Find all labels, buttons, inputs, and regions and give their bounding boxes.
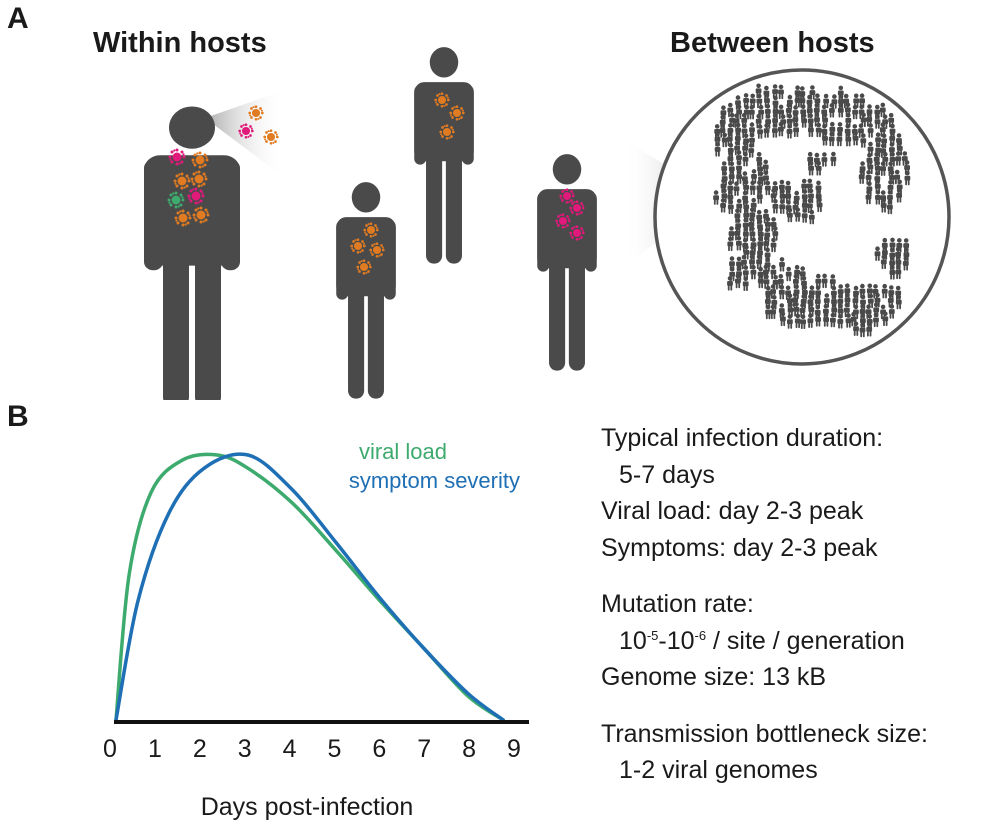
virus-icon — [238, 123, 254, 139]
virus-icon — [190, 170, 208, 188]
virus-icon — [439, 124, 455, 140]
x-tick-label: 3 — [238, 735, 252, 763]
mutation-label: Mutation rate: — [601, 590, 754, 618]
small-person-icon — [537, 154, 597, 371]
genome-size-fact: Genome size: 13 kB — [601, 663, 827, 691]
virus-icon — [449, 105, 465, 121]
virus-icon — [356, 259, 372, 275]
virus-icon — [569, 200, 585, 216]
x-tick-label: 7 — [417, 735, 431, 763]
virus-icon — [168, 148, 186, 166]
legend-symptom-severity: symptom severity — [349, 468, 520, 493]
symptom-severity-curve — [114, 452, 505, 722]
bottleneck-value: 1-2 viral genomes — [619, 756, 818, 784]
small-person-icon — [336, 182, 396, 399]
x-tick-label: 4 — [283, 735, 297, 763]
panel-b-letter: B — [7, 400, 29, 433]
small-person-icon — [414, 47, 474, 264]
virus-icon — [569, 225, 585, 241]
x-tick-label: 0 — [103, 735, 117, 763]
virus-icon — [369, 242, 385, 258]
virus-icon — [350, 238, 366, 254]
x-tick-label: 6 — [372, 735, 386, 763]
viral-load-curve — [114, 452, 505, 722]
legend-viral-load: viral load — [359, 439, 447, 464]
virus-icon — [434, 92, 450, 108]
virus-icon — [248, 105, 264, 121]
virus-icon — [363, 222, 379, 238]
x-tick-label: 2 — [193, 735, 207, 763]
infection-facts: Typical infection duration: 5-7 days Vir… — [601, 420, 928, 789]
hosts-illustration — [144, 47, 951, 400]
large-person-icon — [144, 106, 240, 400]
bottleneck-label: Transmission bottleneck size: — [601, 719, 928, 748]
x-tick-label: 9 — [507, 735, 521, 763]
virus-icon — [192, 206, 210, 224]
panel-a-letter: A — [7, 2, 29, 35]
virus-icon — [555, 213, 571, 229]
viral-load-fact: Viral load: day 2-3 peak — [601, 497, 864, 525]
x-tick-label: 8 — [462, 735, 476, 763]
duration-label: Typical infection duration: — [601, 424, 884, 452]
x-axis-label: Days post-infection — [201, 793, 414, 821]
virus-icon — [263, 129, 279, 145]
virus-icon — [191, 151, 209, 169]
virus-icon — [187, 187, 205, 205]
x-tick-label: 1 — [148, 735, 162, 763]
virus-icon — [173, 172, 191, 190]
virus-icon — [167, 191, 185, 209]
duration-value: 5-7 days — [619, 460, 715, 489]
between-hosts-heading: Between hosts — [670, 27, 875, 59]
within-hosts-heading: Within hosts — [93, 27, 267, 59]
mutation-value: 10-5-10-6 / site / generation — [619, 626, 905, 655]
virus-icon — [559, 188, 575, 204]
x-tick-label: 5 — [327, 735, 341, 763]
virus-icon — [174, 209, 192, 227]
symptoms-fact: Symptoms: day 2-3 peak — [601, 533, 878, 562]
